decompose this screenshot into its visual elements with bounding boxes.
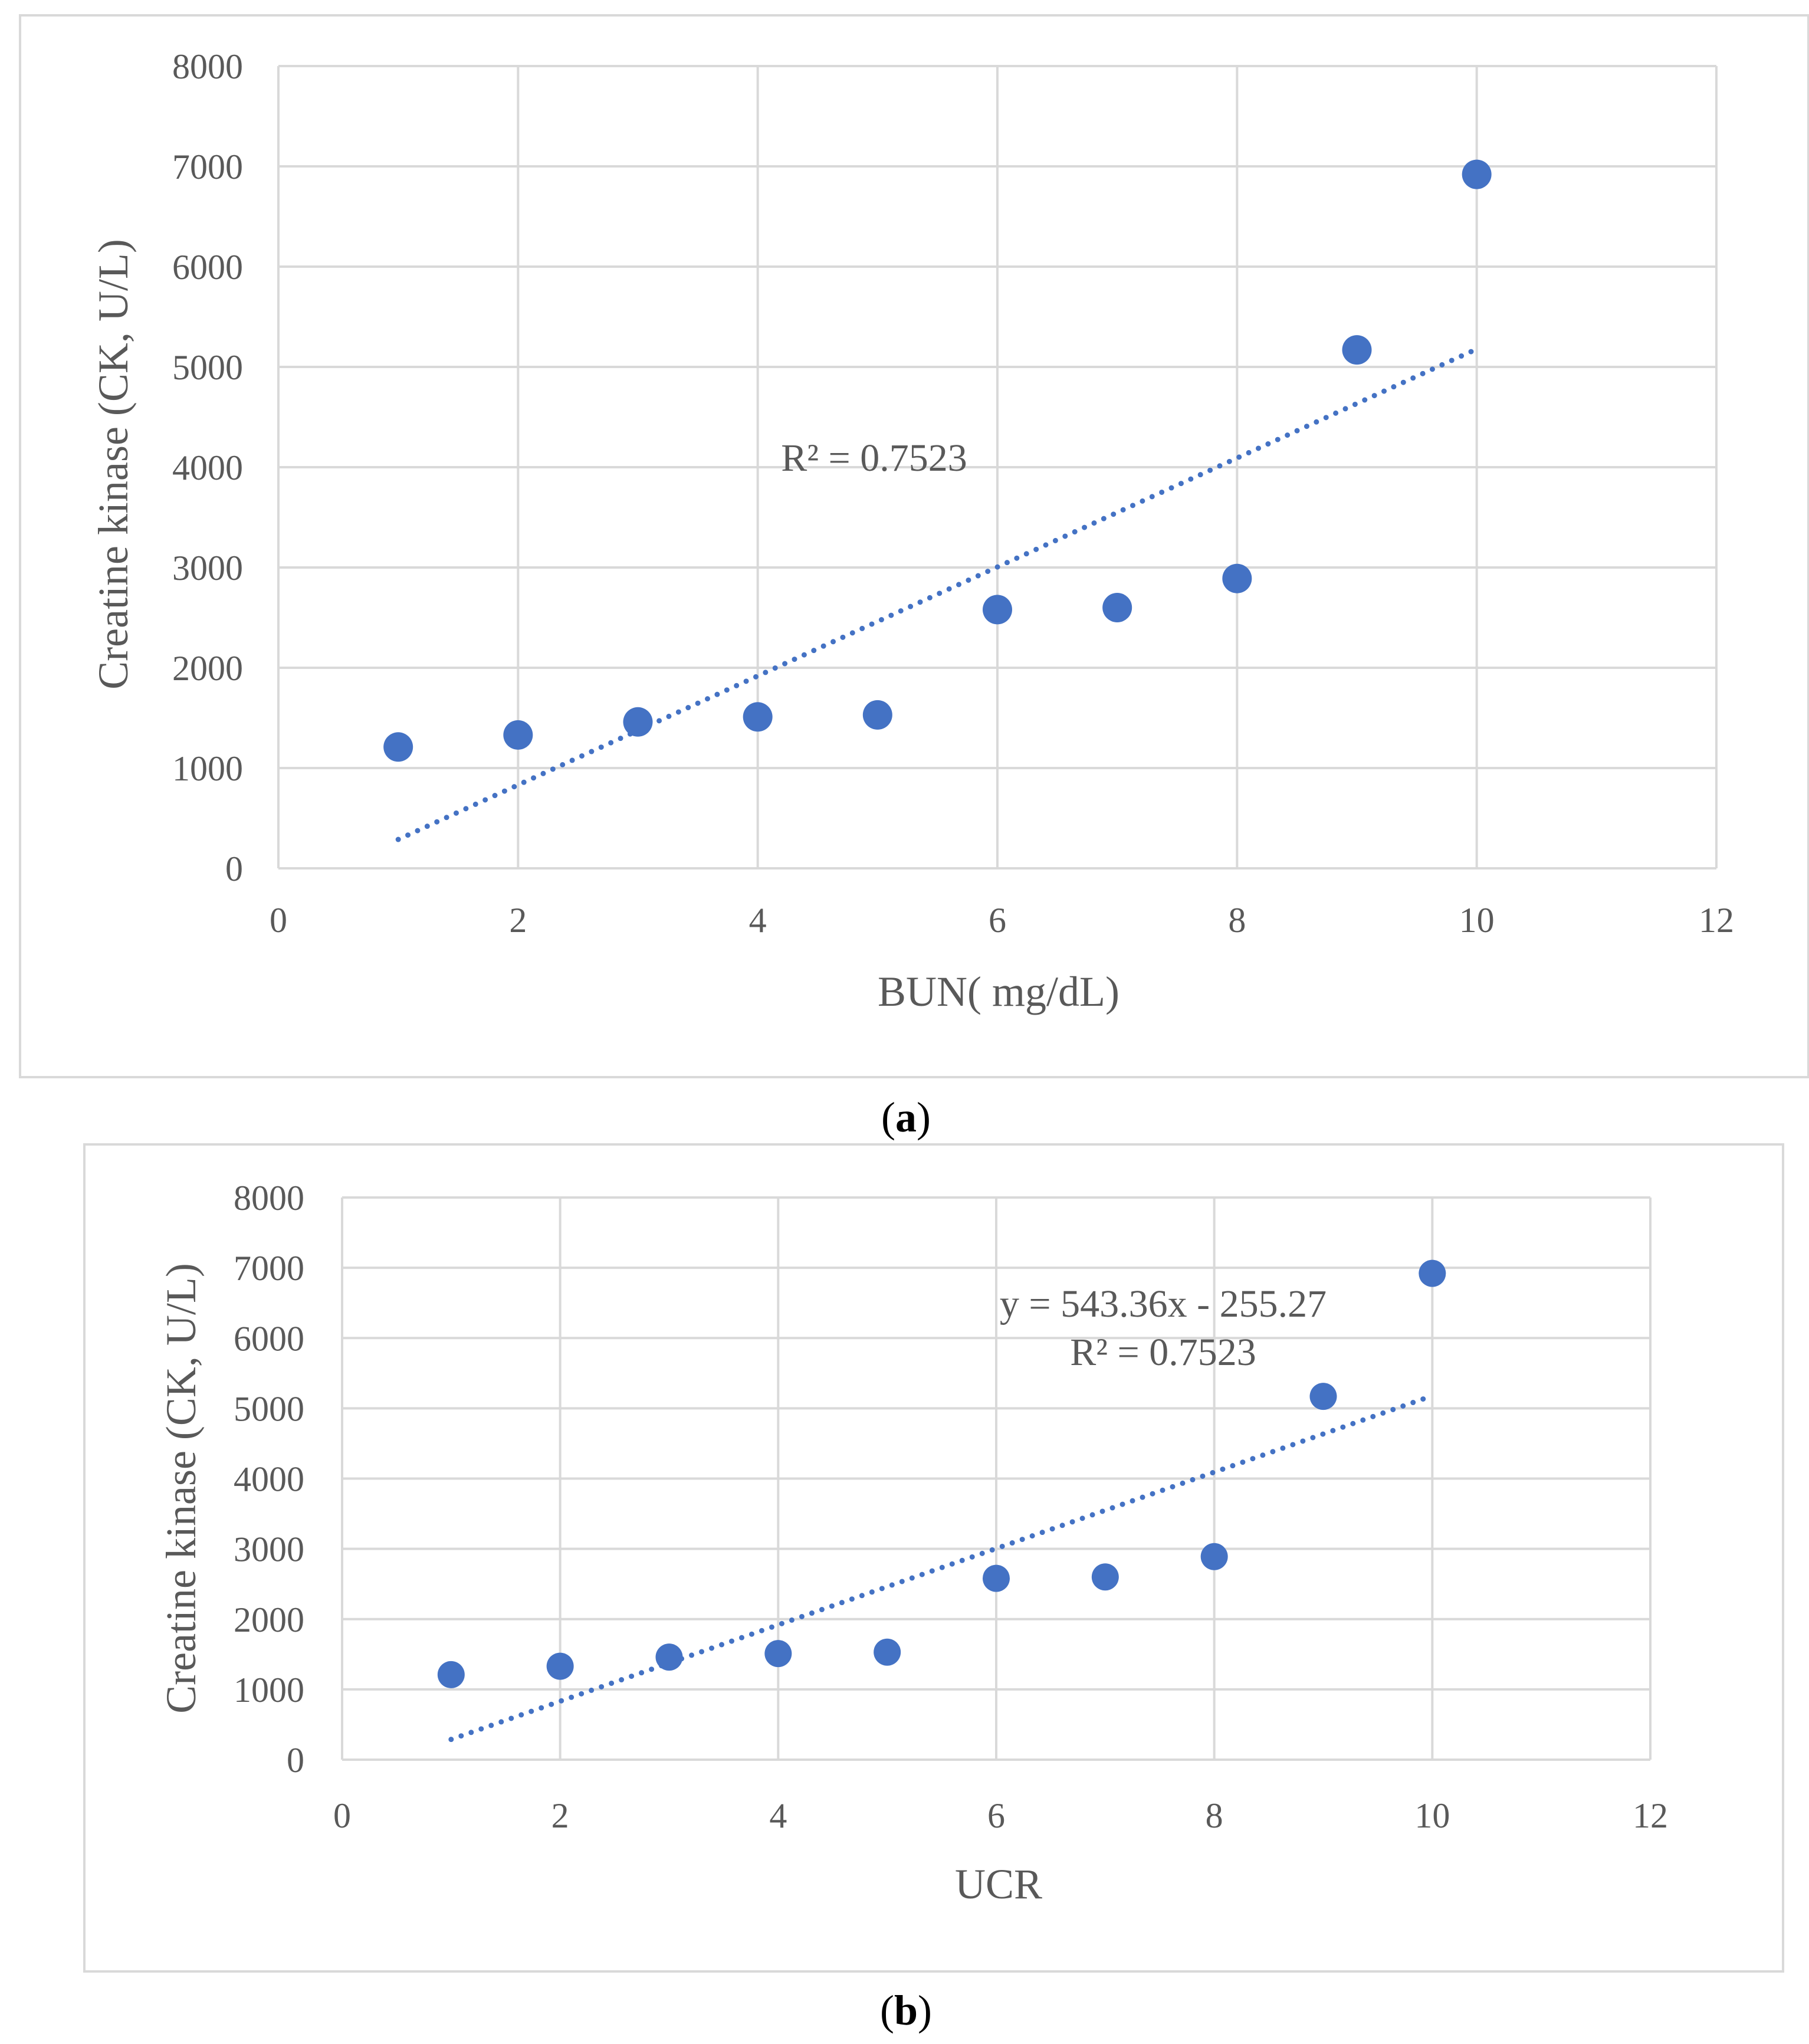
panel-a-label: (a) [881, 1094, 931, 1141]
panel-a-letter: a [895, 1094, 917, 1141]
chart-b-y-tick: 5000 [234, 1389, 304, 1428]
chart-b-y-tick: 4000 [234, 1460, 304, 1499]
chart-a-y-tick: 1000 [172, 749, 243, 788]
chart-a-x-tick: 0 [270, 901, 287, 940]
chart-b-point-1 [437, 1661, 465, 1688]
chart-b-point-2 [546, 1652, 574, 1680]
chart-b-y-axis-title: Creatine kinase (CK, U/L) [157, 1263, 205, 1714]
chart-b-point-7 [1091, 1563, 1119, 1591]
chart-a-trendline [395, 346, 1480, 842]
panel-a: 0 2 4 6 8 10 12 0 1000 2000 3000 4000 5000 6000 7000 8… [19, 14, 1809, 1078]
chart-b-point-4 [764, 1640, 792, 1668]
chart-a-y-tick: 7000 [172, 147, 243, 186]
chart-a-frame [19, 14, 1809, 1078]
chart-b-gridlines [341, 1196, 1652, 1761]
chart-b-x-tick: 6 [987, 1796, 1005, 1835]
chart-a-y-tick: 6000 [172, 248, 243, 287]
chart-a-point-9 [1342, 335, 1372, 365]
chart-a-r-squared-label: R² = 0.7523 [781, 437, 967, 480]
chart-b-point-8 [1200, 1543, 1228, 1570]
chart-b-x-tick: 2 [551, 1796, 569, 1835]
chart-a-point-10 [1462, 159, 1492, 189]
panel-b: 0 2 4 6 8 10 12 0 1000 2000 3000 4000 5000 6000 7000 8… [83, 1143, 1784, 1973]
chart-a-point-7 [1102, 593, 1132, 622]
chart-b-point-10 [1419, 1259, 1446, 1287]
chart-b-trendline-path [448, 1393, 1435, 1743]
chart-a-point-1 [383, 732, 413, 762]
chart-b-equation-label: y = 543.36x - 255.27 [1000, 1282, 1327, 1326]
chart-a-y-tick: 8000 [172, 47, 243, 86]
chart-b-point-5 [874, 1638, 901, 1666]
chart-a-y-tick: 4000 [172, 448, 243, 487]
chart-b-point-3 [655, 1643, 683, 1671]
chart-b-x-tick-labels: 0 2 4 6 8 10 12 [333, 1796, 1668, 1835]
chart-b-y-tick: 1000 [234, 1671, 304, 1710]
chart-a-y-tick: 0 [225, 849, 243, 888]
chart-a-x-tick: 10 [1459, 901, 1495, 940]
chart-a-point-4 [743, 702, 773, 732]
chart-a-y-axis-title: Creatine kinase (CK, U/L) [90, 239, 137, 690]
chart-a-gridlines [277, 65, 1718, 870]
chart-a-trendline-path [395, 346, 1480, 842]
chart-b-frame [83, 1143, 1784, 1973]
chart-b-y-tick: 0 [287, 1741, 304, 1780]
chart-a-y-tick: 3000 [172, 549, 243, 588]
chart-a-x-tick: 8 [1228, 901, 1246, 940]
panel-b-label: (b) [880, 1987, 932, 2034]
chart-a-y-tick-labels: 0 1000 2000 3000 4000 5000 6000 7000 8000 [172, 47, 243, 888]
chart-a-x-tick: 2 [509, 901, 527, 940]
chart-a-point-6 [983, 595, 1012, 625]
chart-a-points [383, 159, 1492, 762]
chart-a-point-2 [503, 720, 533, 750]
chart-b-x-tick: 0 [333, 1796, 351, 1835]
chart-b-r-squared-label: R² = 0.7523 [1070, 1331, 1256, 1374]
chart-a-x-tick: 4 [749, 901, 767, 940]
chart-b-point-6 [983, 1564, 1010, 1592]
chart-a-x-tick: 6 [989, 901, 1006, 940]
chart-a-x-tick-labels: 0 2 4 6 8 10 12 [270, 901, 1734, 940]
chart-b-x-axis-title: UCR [955, 1861, 1042, 1908]
chart-b-points [437, 1259, 1446, 1688]
chart-b-y-tick: 3000 [234, 1530, 304, 1569]
chart-b-x-tick: 4 [769, 1796, 787, 1835]
chart-b-y-tick: 8000 [234, 1179, 304, 1218]
chart-b-point-9 [1309, 1383, 1337, 1410]
chart-b-x-tick: 10 [1414, 1796, 1450, 1835]
chart-b-y-tick-labels: 0 1000 2000 3000 4000 5000 6000 7000 8000 [234, 1179, 304, 1780]
chart-a-x-axis-title: BUN( mg/dL) [878, 968, 1119, 1015]
chart-b-y-tick: 6000 [234, 1319, 304, 1358]
chart-b-y-tick: 7000 [234, 1249, 304, 1288]
chart-a-point-3 [623, 707, 653, 737]
chart-a-point-5 [862, 700, 892, 730]
chart-a-y-tick: 2000 [172, 649, 243, 688]
chart-b-x-tick: 8 [1206, 1796, 1223, 1835]
chart-a-x-tick: 12 [1699, 901, 1734, 940]
chart-b-x-tick: 12 [1633, 1796, 1668, 1835]
chart-a-point-8 [1222, 563, 1252, 593]
chart-a-y-tick: 5000 [172, 348, 243, 387]
chart-b-y-tick: 2000 [234, 1600, 304, 1639]
panel-b-letter: b [894, 1987, 918, 2034]
chart-b-trendline [448, 1393, 1435, 1743]
